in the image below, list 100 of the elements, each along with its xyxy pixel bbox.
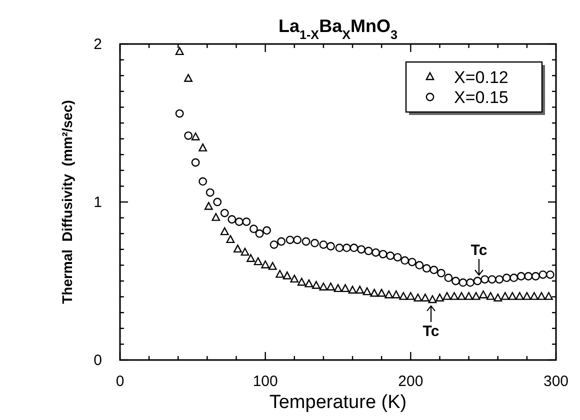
point (444, 274, 453, 282)
annotation: Tc (470, 242, 488, 259)
y-tick-label: 0 (94, 352, 102, 369)
point (319, 240, 328, 249)
point (466, 278, 474, 287)
point (384, 290, 394, 298)
point (479, 290, 488, 298)
point (393, 253, 402, 262)
point (191, 158, 200, 167)
x-tick-label: 100 (252, 373, 278, 390)
y-tick-label: 2 (94, 36, 102, 53)
point (175, 109, 184, 118)
point (286, 236, 294, 244)
point (428, 295, 437, 304)
point (488, 275, 496, 284)
point (522, 292, 532, 300)
point (422, 264, 431, 273)
point (250, 224, 258, 234)
point (348, 286, 357, 294)
point (356, 286, 364, 294)
point (415, 261, 424, 270)
point (538, 270, 548, 279)
point (240, 248, 250, 256)
point (212, 213, 220, 221)
point (408, 258, 416, 266)
point (270, 240, 278, 249)
point (191, 132, 200, 140)
point (226, 235, 235, 244)
point (302, 237, 310, 246)
point (261, 260, 270, 268)
point (502, 274, 511, 282)
x-tick-label: 200 (398, 373, 424, 390)
y-axis-title: Thermal Diffusivity (mm²/sec) (59, 100, 75, 304)
point (377, 288, 386, 297)
point (464, 292, 473, 300)
point (544, 292, 553, 300)
point (246, 254, 255, 262)
point (277, 237, 286, 246)
point (204, 202, 213, 210)
point (357, 245, 366, 254)
point (372, 248, 380, 257)
point (297, 278, 306, 286)
point (334, 284, 342, 292)
point (524, 272, 533, 280)
point (350, 244, 358, 252)
chart-title: La$_{1-X}$Ba$_{X}$MnO$_{3}$ (278, 16, 398, 42)
point (312, 280, 320, 289)
point (392, 290, 400, 298)
point (452, 276, 460, 286)
point (472, 292, 480, 300)
legend-label: X=0.15 (454, 88, 508, 107)
point (406, 292, 415, 300)
point (304, 279, 314, 288)
point (220, 227, 229, 236)
point (282, 271, 292, 280)
point (310, 238, 319, 248)
legend-label: X=0.12 (454, 68, 508, 87)
point (234, 218, 244, 226)
point (414, 294, 422, 302)
point (494, 294, 502, 302)
x-tick-label: 300 (543, 373, 569, 390)
point (341, 284, 350, 292)
point (421, 294, 430, 302)
point (220, 208, 229, 218)
point (290, 274, 299, 283)
point (457, 292, 466, 300)
point (450, 292, 458, 300)
point (537, 292, 546, 300)
point (546, 270, 554, 279)
point (184, 74, 193, 82)
point (206, 188, 214, 197)
point (268, 262, 277, 270)
point (458, 278, 468, 287)
point (400, 256, 410, 265)
point (442, 292, 452, 300)
point (386, 252, 395, 260)
point (335, 244, 344, 252)
point (531, 272, 540, 280)
point (515, 292, 524, 300)
point (378, 250, 388, 258)
point (530, 292, 538, 300)
point (436, 268, 446, 278)
x-tick-label: 0 (116, 373, 124, 390)
point (198, 177, 208, 186)
point (486, 292, 495, 300)
point (319, 282, 328, 290)
point (198, 143, 208, 152)
point (175, 47, 184, 56)
point (242, 218, 251, 226)
point (516, 272, 526, 280)
point (213, 198, 222, 206)
annotation: Tc (422, 322, 440, 340)
point (234, 244, 242, 253)
point (362, 287, 372, 296)
point (326, 282, 335, 290)
point (480, 275, 489, 284)
point (293, 236, 302, 244)
point (430, 266, 438, 274)
point (508, 292, 517, 300)
point (500, 292, 510, 300)
